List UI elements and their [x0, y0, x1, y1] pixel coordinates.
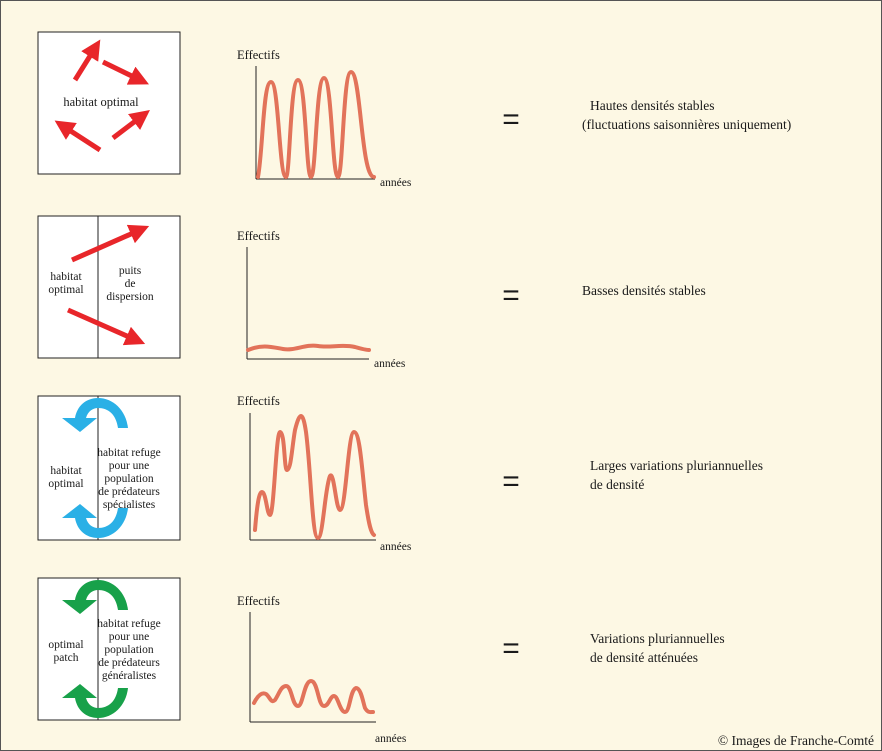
habitat-panel-4: [37, 577, 181, 721]
curved-arrow-band-icon: [98, 688, 128, 718]
panel-label: habitat refuge: [97, 447, 161, 459]
result-line: Hautes densités stables: [590, 98, 714, 113]
equals-sign: =: [502, 632, 520, 665]
panel-label: optimal: [48, 639, 83, 651]
result-line: Basses densités stables: [582, 283, 706, 298]
panel-label: pour une: [109, 631, 150, 643]
curved-arrow-down-icon: [62, 398, 98, 432]
panel-label: de prédateurs: [98, 657, 160, 669]
dispersal-arrows-2: [66, 224, 150, 346]
result-line: (fluctuations saisonnières uniquement): [582, 117, 791, 132]
arrow-up-right-icon: [70, 224, 150, 263]
panel-label: puits: [119, 265, 142, 277]
panel-label: patch: [54, 652, 79, 664]
panel-label: de: [125, 278, 136, 290]
cycle-arrows-green: [62, 580, 128, 718]
habitat-panel-3: [37, 395, 181, 541]
population-graph-3: Effectifs années: [237, 394, 412, 553]
result-line: de densité: [590, 477, 644, 492]
curved-arrow-up-icon: [62, 684, 98, 718]
panel-label: population: [104, 644, 153, 656]
arrow-right-icon: [101, 59, 149, 85]
habitat-panel-2: [37, 215, 181, 359]
curved-arrow-down-icon: [62, 580, 98, 614]
row-3: habitat optimal habitat refuge pour une …: [37, 394, 763, 553]
panel-label: optimal: [48, 478, 83, 490]
population-curve: [252, 679, 375, 715]
graph-ylabel: Effectifs: [237, 594, 280, 608]
result-line: Variations pluriannuelles: [590, 631, 725, 646]
result-line: Larges variations pluriannuelles: [590, 458, 763, 473]
graph-xlabel: années: [380, 177, 412, 189]
graph-ylabel: Effectifs: [237, 394, 280, 408]
population-graph-4: Effectifs années: [237, 594, 407, 745]
equals-sign: =: [502, 465, 520, 498]
row-1: habitat optimal Effectifs années = Haute…: [37, 31, 791, 189]
panel-label: habitat refuge: [97, 618, 161, 630]
panel-label: de prédateurs: [98, 486, 160, 498]
panel-label: optimal: [48, 284, 83, 296]
equals-sign: =: [502, 103, 520, 136]
population-graph-1: Effectifs années: [237, 48, 412, 189]
arrow-left-icon: [54, 120, 102, 153]
panel-label: généralistes: [102, 670, 157, 682]
cycle-arrows-blue: [62, 398, 128, 538]
population-curve: [246, 343, 371, 352]
panel-label: pour une: [109, 460, 150, 472]
row-2: habitat optimal puits de dispersion Effe…: [37, 215, 706, 370]
row-4: optimal patch habitat refuge pour une po…: [37, 577, 725, 745]
curved-arrow-band-icon: [98, 580, 128, 610]
result-line: de densité atténuées: [590, 650, 698, 665]
panel-label: habitat: [50, 465, 82, 477]
graph-ylabel: Effectifs: [237, 229, 280, 243]
graph-xlabel: années: [375, 733, 407, 745]
equals-sign: =: [502, 279, 520, 312]
graph-ylabel: Effectifs: [237, 48, 280, 62]
population-graph-2: Effectifs années: [237, 229, 406, 370]
arrow-up-icon: [72, 39, 101, 82]
image-credit: © Images de Franche-Comté: [718, 733, 874, 748]
curved-arrow-band-icon: [98, 508, 128, 538]
arrow-down-right-icon: [66, 307, 146, 346]
curved-arrow-up-icon: [62, 504, 98, 538]
dispersal-arrows-1: [54, 39, 150, 153]
arrow-up-right-icon: [111, 109, 150, 140]
panel-label: dispersion: [106, 291, 154, 303]
population-curve: [256, 69, 376, 180]
panel-label: spécialistes: [103, 499, 156, 511]
panel-label: population: [104, 473, 153, 485]
population-curve: [253, 414, 376, 540]
panel-label: habitat optimal: [63, 95, 139, 109]
graph-xlabel: années: [380, 541, 412, 553]
curved-arrow-band-icon: [98, 398, 128, 428]
panel-label: habitat: [50, 271, 82, 283]
graph-xlabel: années: [374, 358, 406, 370]
habitat-panel-1: [37, 31, 181, 175]
